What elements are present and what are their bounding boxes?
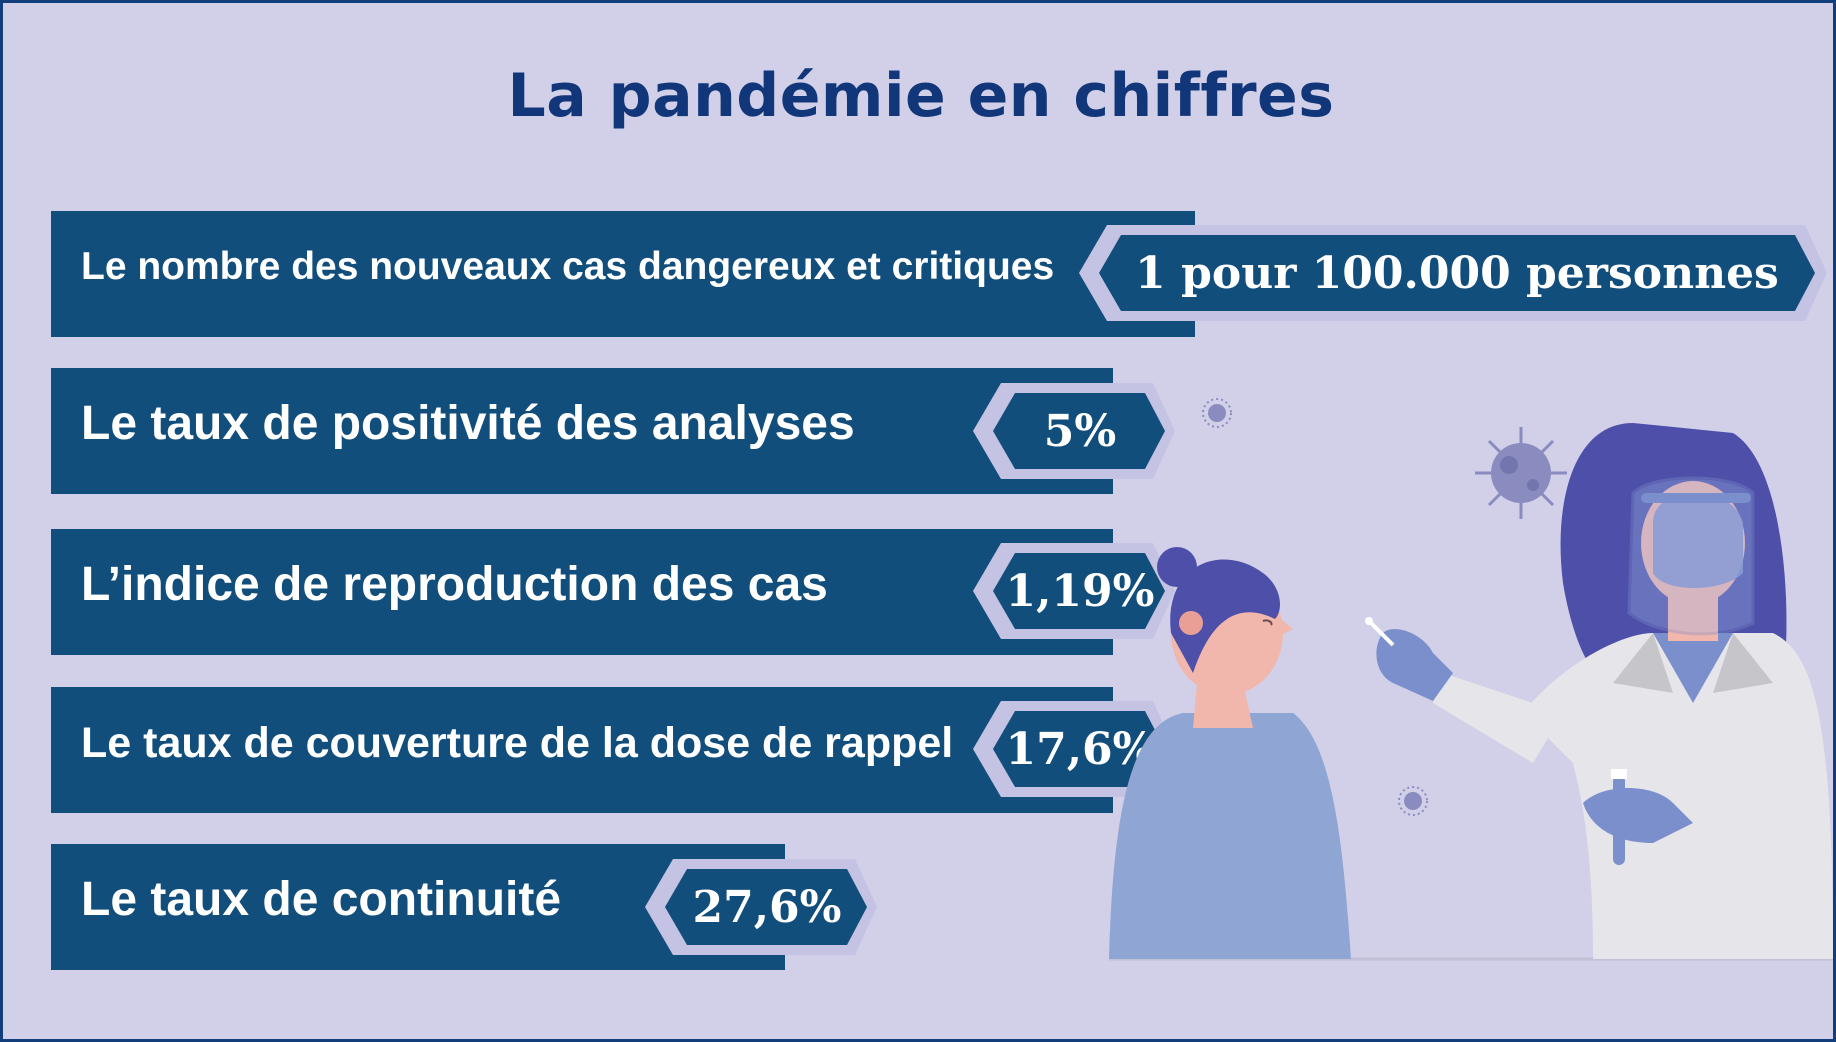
stat-label: Le taux de continuité [81, 873, 562, 926]
health-worker-figure [1365, 423, 1833, 959]
stat-value: 5% [1043, 405, 1117, 457]
stat-row-booster-coverage: Le taux de couverture de la dose de rapp… [51, 687, 1113, 813]
stat-label: Le taux de positivité des analyses [81, 397, 855, 450]
stat-value-badge: 1 pour 100.000 personnes [1079, 225, 1827, 321]
stat-label: Le nombre des nouveaux cas dangereux et … [81, 245, 1055, 288]
stat-value-badge: 5% [973, 383, 1175, 479]
stat-value: 17,6% [1005, 723, 1155, 775]
virus-icon [1475, 427, 1567, 519]
stat-value: 1 pour 100.000 personnes [1135, 247, 1779, 299]
virus-icon [1398, 786, 1428, 816]
testing-illustration [1109, 398, 1833, 961]
virus-icon [1202, 398, 1232, 428]
stat-row-reproduction-index: L’indice de reproduction des cas [51, 529, 1113, 655]
badge-shape [1079, 225, 1827, 321]
stat-value: 27,6% [692, 881, 842, 933]
badge-shape [973, 383, 1175, 479]
stat-label: Le taux de couverture de la dose de rapp… [81, 719, 954, 767]
stat-label: L’indice de reproduction des cas [81, 558, 828, 611]
badge-shape [973, 701, 1175, 797]
page-title: La pandémie en chiffres [507, 61, 1335, 131]
stat-value-badge: 17,6% [973, 701, 1175, 797]
stat-value: 1,19% [1005, 565, 1155, 617]
stat-value-badge: 1,19% [973, 543, 1175, 639]
badge-shape [645, 859, 877, 955]
patient-figure [1109, 547, 1351, 959]
badge-shape [973, 543, 1175, 639]
stat-value-badge: 27,6% [645, 859, 877, 955]
stat-row-new-critical-cases: Le nombre des nouveaux cas dangereux et … [51, 211, 1195, 337]
stat-row-positivity-rate: Le taux de positivité des analyses [51, 368, 1113, 494]
